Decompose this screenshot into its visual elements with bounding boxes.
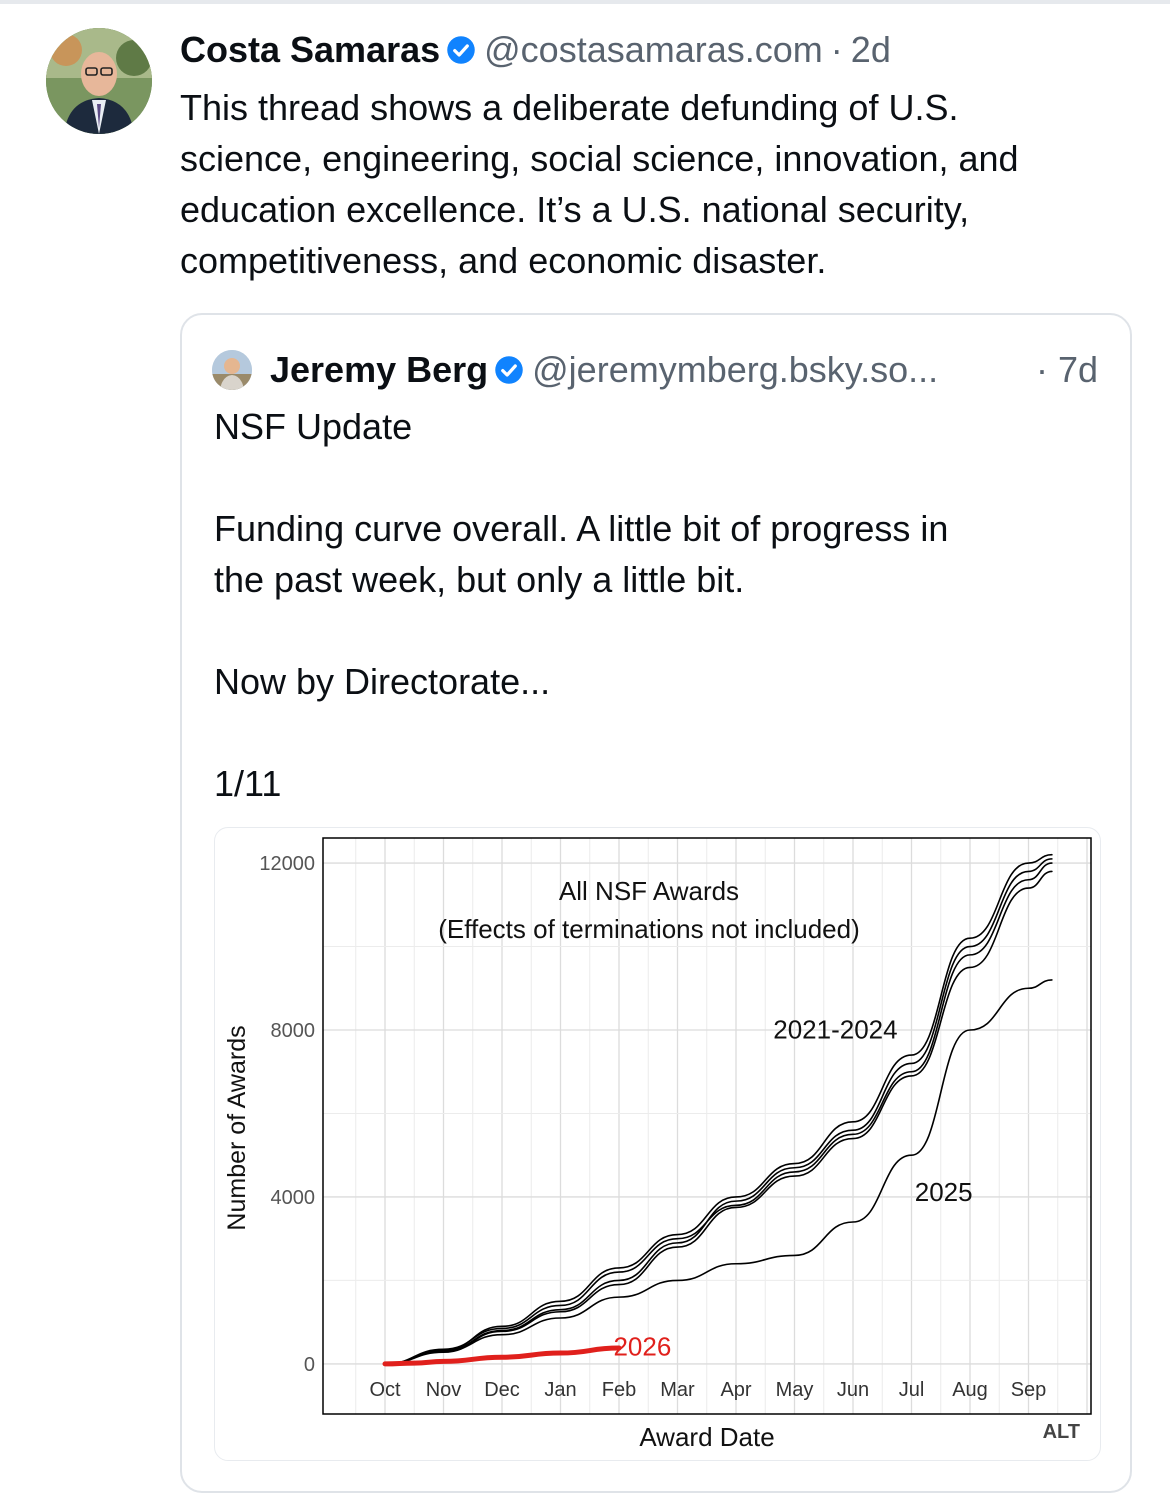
- quoted-text-line: Now by Directorate...: [214, 661, 551, 702]
- chart-title: All NSF Awards: [559, 876, 739, 906]
- quoted-post-time[interactable]: · 7d: [1035, 349, 1098, 390]
- x-tick-label: Jan: [544, 1379, 576, 1401]
- quoted-author-name[interactable]: Jeremy Berg: [270, 349, 489, 390]
- x-tick-label: Feb: [602, 1379, 636, 1401]
- y-tick-label: 8000: [271, 1020, 316, 1042]
- series-labels: 2021-2024 2025 2026: [613, 1014, 972, 1361]
- series-line-2021-2024: [384, 862, 1053, 1365]
- post-text-line: education excellence. It’s a U.S. nation…: [180, 189, 970, 230]
- verified-badge-icon[interactable]: [494, 355, 524, 385]
- quoted-header: Jeremy Berg @jeremymberg.bsky.so...: [270, 347, 938, 393]
- x-tick-label: Apr: [720, 1379, 751, 1401]
- quoted-text-line: Funding curve overall. A little bit of p…: [214, 508, 949, 549]
- post-text-line: This thread shows a deliberate defunding…: [180, 87, 959, 128]
- post-text: This thread shows a deliberate defunding…: [180, 82, 1150, 286]
- series-line-2026: [382, 1345, 622, 1367]
- x-ticks: Oct Nov Dec Jan Feb Mar Apr May Jun Jul Aug Sep: [369, 1379, 1046, 1401]
- post-text-line: science, engineering, social science, in…: [180, 138, 1019, 179]
- verified-badge-icon[interactable]: [446, 35, 476, 65]
- post-text-line: competitiveness, and economic disaster.: [180, 240, 827, 281]
- x-tick-label: Jul: [899, 1379, 925, 1401]
- y-tick-label: 12000: [259, 853, 315, 875]
- series-line-2021-2024: [384, 870, 1053, 1365]
- x-axis-label: Award Date: [639, 1422, 774, 1452]
- author-handle[interactable]: @costasamaras.com: [484, 29, 823, 70]
- post-header: Costa Samaras @costasamaras.com · 2d: [180, 28, 891, 72]
- series-lines: [382, 853, 1053, 1367]
- x-tick-label: Oct: [369, 1379, 401, 1401]
- quoted-post[interactable]: Jeremy Berg @jeremymberg.bsky.so... · 7d…: [180, 313, 1132, 1493]
- separator: ·: [830, 29, 843, 70]
- quoted-text-line: NSF Update: [214, 406, 413, 447]
- alt-text-button[interactable]: ALT: [1036, 1419, 1086, 1446]
- series-label: 2021-2024: [773, 1014, 897, 1044]
- y-tick-label: 0: [304, 1354, 315, 1376]
- series-label: 2025: [915, 1177, 973, 1207]
- quoted-text-line: 1/11: [214, 763, 282, 804]
- quoted-avatar[interactable]: [212, 350, 252, 390]
- x-tick-label: Nov: [426, 1379, 462, 1401]
- chart-subtitle: (Effects of terminations not included): [438, 914, 860, 944]
- quoted-text-line: the past week, but only a little bit.: [214, 559, 745, 600]
- chart-image[interactable]: All NSF Awards (Effects of terminations …: [214, 827, 1101, 1461]
- x-tick-label: Mar: [660, 1379, 695, 1401]
- series-label: 2026: [613, 1332, 671, 1362]
- quoted-avatar-image: [212, 350, 252, 390]
- avatar[interactable]: [46, 28, 152, 134]
- x-tick-label: May: [776, 1379, 814, 1401]
- x-tick-label: Sep: [1011, 1379, 1047, 1401]
- top-divider: [0, 0, 1170, 4]
- x-tick-label: Jun: [837, 1379, 869, 1401]
- x-tick-label: Aug: [952, 1379, 988, 1401]
- quoted-author-handle[interactable]: @jeremymberg.bsky.so...: [532, 349, 939, 390]
- post-time[interactable]: 2d: [850, 29, 891, 70]
- series-line-2021-2024: [384, 853, 1053, 1365]
- author-name[interactable]: Costa Samaras: [180, 29, 441, 70]
- avatar-image: [46, 28, 152, 134]
- series-line-2025: [384, 979, 1053, 1365]
- x-tick-label: Dec: [484, 1379, 520, 1401]
- nsf-awards-chart: All NSF Awards (Effects of terminations …: [223, 837, 1092, 1452]
- series-line-2021-2024: [384, 858, 1053, 1365]
- y-ticks: 0 4000 8000 12000: [259, 853, 315, 1376]
- y-tick-label: 4000: [271, 1187, 316, 1209]
- y-axis-label: Number of Awards: [223, 1025, 251, 1230]
- plot-frame: [322, 837, 1092, 1415]
